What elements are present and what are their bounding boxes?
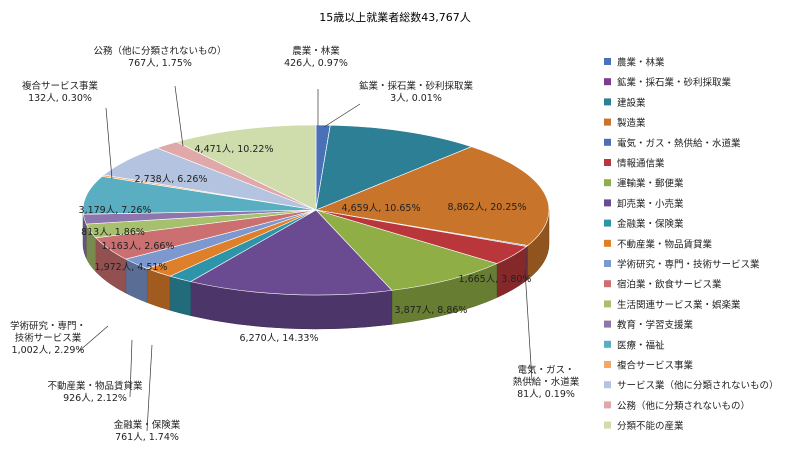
data-label-5: 1,665人, 3.80% <box>459 274 532 285</box>
pie-slice-14 <box>82 176 317 215</box>
legend-swatch-17 <box>604 401 611 409</box>
legend-label-11: 宿泊業・飲食サービス業 <box>617 279 722 291</box>
leader-line-17 <box>174 85 184 147</box>
legend-label-14: 医療・福祉 <box>617 339 665 351</box>
legend-swatch-2 <box>604 98 611 106</box>
data-label-13: 813人, 1.86% <box>81 227 145 238</box>
data-label-9: 926人, 2.12% <box>63 393 127 404</box>
legend-label-2: 建設業 <box>617 97 646 109</box>
data-label-2: 4,659人, 10.65% <box>342 203 421 214</box>
legend-swatch-12 <box>604 300 611 308</box>
leader-line-1 <box>323 103 361 128</box>
legend-swatch-14 <box>604 340 611 348</box>
data-label-12: 1,163人, 2.66% <box>102 241 175 252</box>
legend-swatch-1 <box>604 78 611 86</box>
legend-label-5: 情報通信業 <box>617 158 665 170</box>
data-label-11: 1,972人, 4.51% <box>95 262 168 273</box>
pie-slices <box>82 124 550 296</box>
legend-swatch-10 <box>604 260 611 267</box>
pie-side-8 <box>169 275 191 316</box>
legend-swatch-6 <box>604 179 611 187</box>
pie-slice-7 <box>189 209 393 296</box>
data-label-17: 767人, 1.75% <box>128 58 192 69</box>
legend-label-13: 教育・学習支援業 <box>617 319 694 331</box>
pie-slice-3 <box>314 146 550 246</box>
data-label-title-10-1: 技術サービス業 <box>15 332 82 344</box>
leader-line-8 <box>146 344 153 432</box>
legend-swatch-11 <box>604 280 611 288</box>
data-label-title-4-0: 電気・ガス・ <box>517 364 574 376</box>
data-label-3: 8,862人, 20.25% <box>448 202 527 213</box>
data-label-title-9-0: 不動産業・物品賃貸業 <box>47 380 143 392</box>
legend-swatch-8 <box>604 219 611 227</box>
legend-label-9: 不動産業・物品賃貸業 <box>617 238 713 250</box>
legend-swatch-5 <box>604 159 611 166</box>
data-label-15: 132人, 0.30% <box>28 93 92 104</box>
data-label-18: 4,471人, 10.22% <box>195 144 274 155</box>
legend-label-16: サービス業（他に分類されないもの） <box>617 380 779 392</box>
leader-line-4 <box>524 269 533 382</box>
legend-swatch-3 <box>604 118 611 126</box>
chart-title: 15歳以上就業者総数43,767人 <box>319 10 471 24</box>
legend-swatch-15 <box>604 361 611 368</box>
data-label-16: 2,738人, 6.26% <box>135 174 208 185</box>
legend-swatch-0 <box>604 58 611 65</box>
legend-swatch-16 <box>604 381 611 389</box>
leader-line-10 <box>77 325 109 353</box>
legend-swatch-13 <box>604 320 611 328</box>
leader-line-15 <box>105 107 113 180</box>
data-label-title-1-0: 鉱業・採石業・砂利採取業 <box>359 80 474 92</box>
leader-line-9 <box>129 339 133 398</box>
legend-label-8: 金融業・保険業 <box>617 218 684 230</box>
data-label-14: 3,179人, 7.26% <box>79 205 152 216</box>
legend: 農業・林業鉱業・採石業・砂利採取業建設業製造業電気・ガス・熱供給・水道業情報通信… <box>604 57 779 432</box>
data-label-0: 426人, 0.97% <box>284 58 348 69</box>
legend-label-0: 農業・林業 <box>617 57 665 69</box>
legend-swatch-4 <box>604 138 611 146</box>
legend-swatch-7 <box>604 199 611 207</box>
legend-label-4: 電気・ガス・熱供給・水道業 <box>617 137 741 149</box>
legend-label-18: 分類不能の産業 <box>617 420 684 432</box>
legend-label-15: 複合サービス事業 <box>617 360 694 372</box>
legend-label-7: 卸売業・小売業 <box>617 198 684 210</box>
data-label-1: 3人, 0.01% <box>390 93 442 104</box>
data-label-7: 6,270人, 14.33% <box>240 333 319 344</box>
data-label-10: 1,002人, 2.29% <box>12 345 85 356</box>
legend-label-1: 鉱業・採石業・砂利採取業 <box>617 77 732 89</box>
data-label-title-17-0: 公務（他に分類されないもの） <box>93 45 226 57</box>
data-label-4: 81人, 0.19% <box>517 389 575 400</box>
data-label-title-15-0: 複合サービス事業 <box>22 80 99 92</box>
data-label-title-4-1: 熱供給・水道業 <box>513 376 580 388</box>
legend-label-17: 公務（他に分類されないもの） <box>617 400 750 412</box>
legend-swatch-18 <box>604 421 611 429</box>
legend-swatch-9 <box>604 239 611 247</box>
data-label-8: 761人, 1.74% <box>115 432 179 443</box>
data-label-6: 3,877人, 8.86% <box>395 305 468 316</box>
legend-label-12: 生活関連サービス業・娯楽業 <box>617 299 741 311</box>
data-label-title-0-0: 農業・林業 <box>292 45 340 57</box>
legend-label-10: 学術研究・専門・技術サービス業 <box>617 259 760 271</box>
data-label-title-10-0: 学術研究・専門・ <box>10 320 86 332</box>
data-label-title-8-0: 金融業・保険業 <box>114 419 181 431</box>
legend-label-6: 運輸業・郵便業 <box>617 178 684 190</box>
legend-label-3: 製造業 <box>617 117 646 129</box>
pie-slice-2 <box>315 124 473 211</box>
leader-lines <box>77 85 533 432</box>
pie-slice-6 <box>315 209 498 291</box>
pie-slice-18 <box>175 124 317 211</box>
